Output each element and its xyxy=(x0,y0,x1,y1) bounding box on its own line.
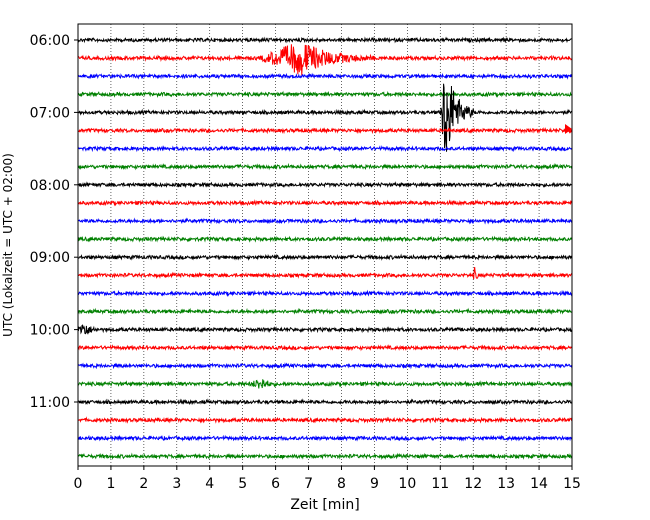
seismic-trace-9 xyxy=(77,199,573,207)
seismic-trace-1 xyxy=(77,44,573,76)
seismic-trace-7 xyxy=(77,162,573,171)
x-tick-label-13: 13 xyxy=(497,476,515,492)
seismic-trace-4 xyxy=(77,83,573,152)
x-tick-label-15: 15 xyxy=(563,476,581,492)
seismic-trace-21 xyxy=(77,416,573,424)
plot-background xyxy=(78,24,572,466)
y-tick-label: 11:00 xyxy=(30,395,70,411)
seismic-trace-17 xyxy=(77,343,573,352)
seismic-trace-22 xyxy=(77,434,573,442)
y-tick-label: 10:00 xyxy=(30,323,70,339)
y-axis-label: UTC (Lokalzeit = UTC + 02:00) xyxy=(1,153,15,337)
seismic-trace-19 xyxy=(77,379,573,389)
y-tick-label: 06:00 xyxy=(30,33,70,49)
seismic-trace-3 xyxy=(77,90,573,98)
seismic-trace-5 xyxy=(77,126,573,135)
x-tick-label-2: 2 xyxy=(139,476,148,492)
seismic-trace-23 xyxy=(77,452,573,461)
seismic-trace-10 xyxy=(77,217,573,225)
x-tick-label-9: 9 xyxy=(370,476,379,492)
seismic-trace-16 xyxy=(77,324,573,335)
x-tick-label-4: 4 xyxy=(205,476,214,492)
x-tick-label-1: 1 xyxy=(106,476,115,492)
seismic-trace-20 xyxy=(77,398,573,406)
x-tick-label-3: 3 xyxy=(172,476,181,492)
x-tick-label-8: 8 xyxy=(337,476,346,492)
seismic-trace-0 xyxy=(77,36,573,44)
seismic-trace-2 xyxy=(77,72,573,80)
seismic-trace-18 xyxy=(77,362,573,370)
y-tick-label: 09:00 xyxy=(30,250,70,266)
x-axis-label: Zeit [min] xyxy=(290,497,359,513)
y-tick-label: 07:00 xyxy=(30,105,70,121)
x-tick-label-7: 7 xyxy=(304,476,313,492)
seismic-trace-14 xyxy=(77,289,573,297)
x-tick-label-0: 0 xyxy=(74,476,83,492)
x-tick-label-10: 10 xyxy=(398,476,416,492)
x-tick-label-14: 14 xyxy=(530,476,548,492)
x-axis-ticks: 0 1 2 3 4 5 6 7 8 9 10 11 12 13 14 15 xyxy=(74,466,581,492)
seismic-trace-6 xyxy=(77,145,573,153)
seismic-trace-8 xyxy=(77,181,573,189)
seismic-trace-15 xyxy=(77,307,573,316)
plot-frame xyxy=(77,23,573,467)
x-tick-label-5: 5 xyxy=(238,476,247,492)
trace-group xyxy=(77,36,573,461)
x-tick-label-6: 6 xyxy=(271,476,280,492)
seismic-trace-11 xyxy=(77,235,573,243)
seismic-trace-13 xyxy=(77,267,573,280)
x-tick-label-11: 11 xyxy=(431,476,449,492)
current-time-marker-icon xyxy=(565,124,572,134)
seismic-trace-12 xyxy=(77,253,573,261)
y-tick-label: 08:00 xyxy=(30,178,70,194)
x-tick-label-12: 12 xyxy=(464,476,482,492)
y-axis-ticks: 06:00 07:00 08:00 09:00 10:00 11:00 xyxy=(30,33,78,411)
